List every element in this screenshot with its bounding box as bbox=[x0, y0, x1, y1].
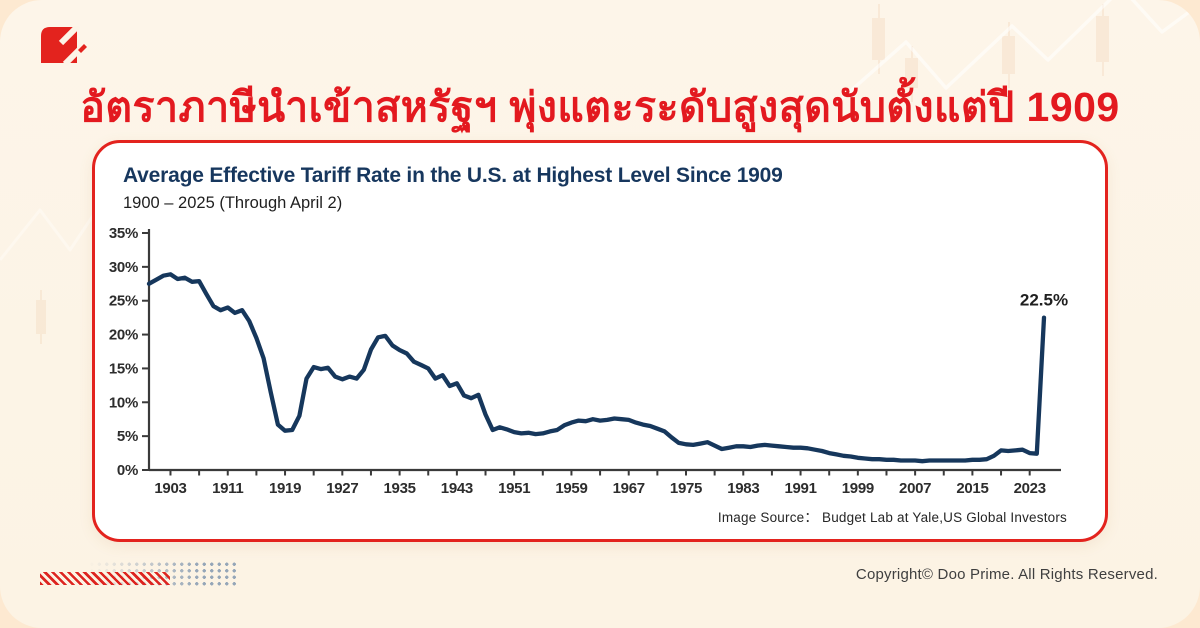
svg-text:35%: 35% bbox=[109, 225, 138, 242]
tariff-line-chart: 0% 5% 10% 15% 20% 25% 30% 35% 1903 1911 1919 1927 19… bbox=[109, 225, 1068, 497]
svg-text:1983: 1983 bbox=[727, 480, 759, 497]
svg-text:1959: 1959 bbox=[555, 480, 587, 497]
svg-text:20%: 20% bbox=[109, 327, 138, 344]
svg-text:30%: 30% bbox=[109, 259, 138, 276]
svg-text:25%: 25% bbox=[109, 293, 138, 310]
svg-text:1927: 1927 bbox=[326, 480, 358, 497]
svg-text:1911: 1911 bbox=[212, 480, 243, 497]
svg-text:1903: 1903 bbox=[154, 480, 186, 497]
copyright-text: Copyright© Doo Prime. All Rights Reserve… bbox=[855, 566, 1158, 583]
chart-subtitle: 1900 – 2025 (Through April 2) bbox=[123, 194, 343, 212]
image-source-caption: Image Source： Budget Lab at Yale,US Glob… bbox=[717, 510, 1067, 525]
svg-text:22.5%: 22.5% bbox=[1020, 291, 1068, 310]
doo-prime-logo-icon bbox=[41, 26, 87, 67]
hatched-bar-decoration bbox=[40, 572, 170, 585]
svg-text:1951: 1951 bbox=[498, 480, 530, 497]
chart-title: Average Effective Tariff Rate in the U.S… bbox=[123, 164, 783, 187]
chart-card: Average Effective Tariff Rate in the U.S… bbox=[92, 140, 1108, 542]
svg-text:2023: 2023 bbox=[1014, 480, 1046, 497]
svg-text:1935: 1935 bbox=[384, 480, 416, 497]
svg-text:2007: 2007 bbox=[899, 480, 931, 497]
svg-text:15%: 15% bbox=[109, 360, 138, 377]
svg-text:2015: 2015 bbox=[956, 480, 988, 497]
svg-text:1991: 1991 bbox=[784, 480, 816, 497]
svg-text:1943: 1943 bbox=[441, 480, 473, 497]
svg-text:1967: 1967 bbox=[613, 480, 645, 497]
svg-text:0%: 0% bbox=[117, 462, 138, 479]
svg-text:1975: 1975 bbox=[670, 480, 702, 497]
svg-text:1999: 1999 bbox=[842, 480, 874, 497]
chart-area: 0% 5% 10% 15% 20% 25% 30% 35% 1903 1911 1919 1927 19… bbox=[109, 225, 1094, 515]
page-title: อัตราภาษีนำเข้าสหรัฐฯ พุ่งแตะระดับสูงสุด… bbox=[80, 84, 1120, 131]
svg-text:1919: 1919 bbox=[269, 480, 301, 497]
svg-text:10%: 10% bbox=[109, 394, 138, 411]
svg-text:5%: 5% bbox=[117, 428, 138, 445]
